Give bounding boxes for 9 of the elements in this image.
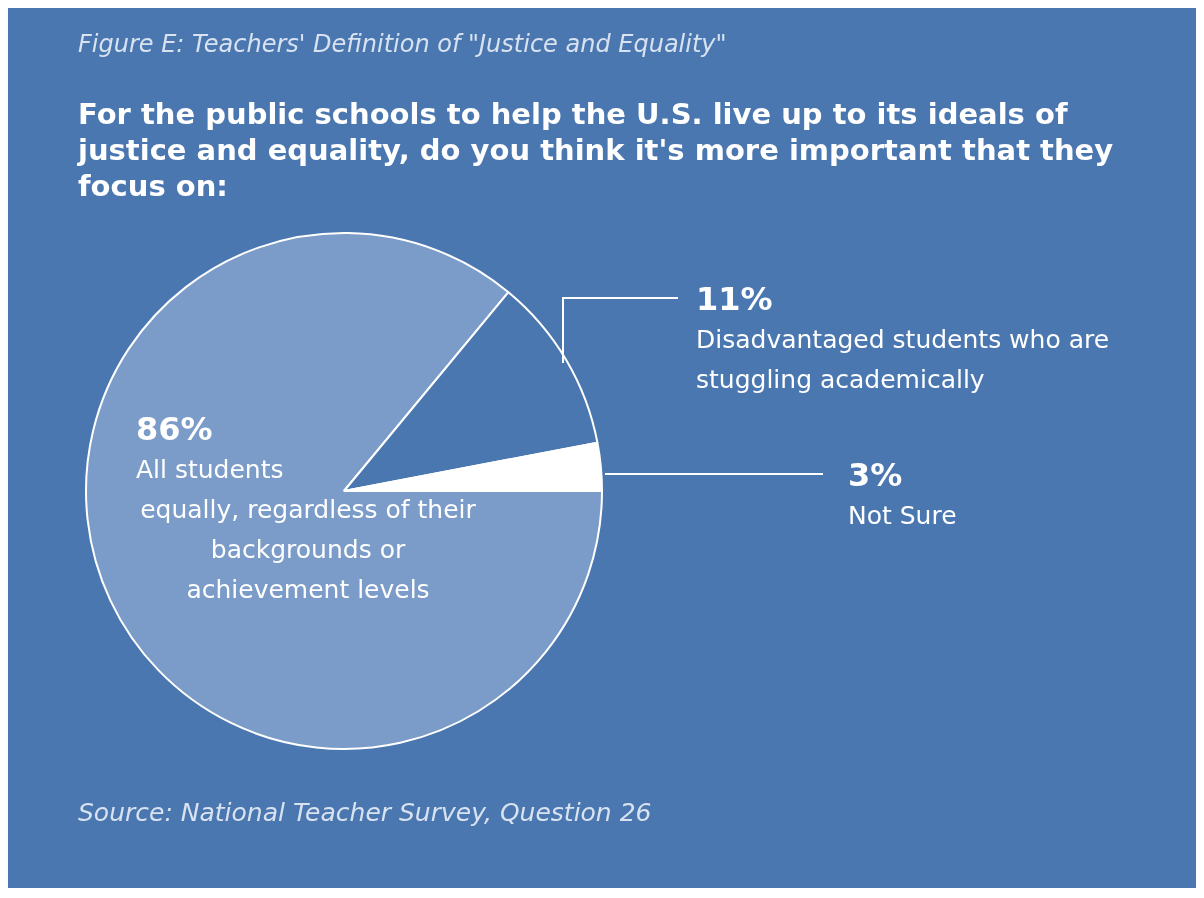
data-label: 3% (848, 456, 903, 494)
chart-subtitle: For the public schools to help the U.S. live up to its ideals of justice and equality, do you think it's more important that they focus on: (78, 96, 1115, 204)
source-note: Source: National Teacher Survey, Question 26 (78, 797, 653, 829)
slice-label: Disadvantaged students who are stuggling academically (696, 325, 1110, 394)
slice-label: Not Sure (848, 501, 957, 530)
data-label: 86% (136, 410, 213, 448)
slice-label: All students equally, regardless of their backgrounds or achievement levels (136, 455, 477, 604)
chart-title: Figure E: Teachers' Definition of "Justice and Equality" (78, 30, 727, 58)
data-label: 11% (696, 280, 773, 318)
